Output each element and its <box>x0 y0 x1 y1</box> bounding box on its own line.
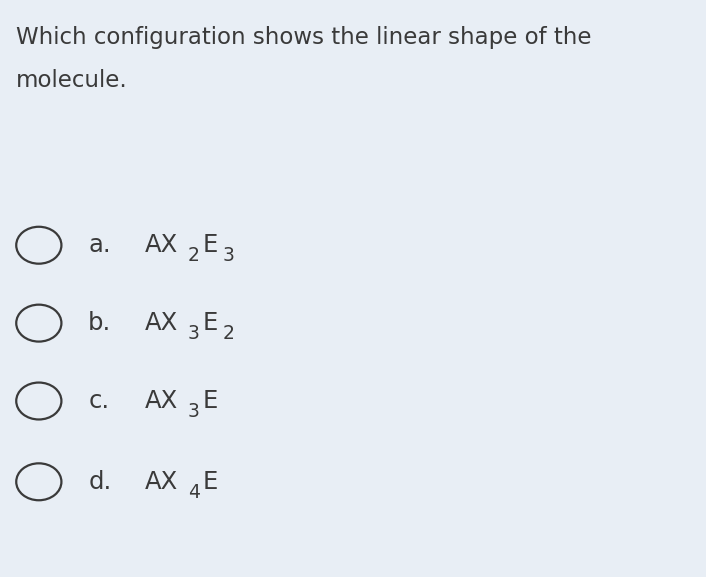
Text: E: E <box>203 311 218 335</box>
Text: E: E <box>203 389 218 413</box>
Text: AX: AX <box>145 311 178 335</box>
Text: AX: AX <box>145 233 178 257</box>
Text: c.: c. <box>88 389 109 413</box>
Text: molecule.: molecule. <box>16 69 127 92</box>
Text: Which configuration shows the linear shape of the: Which configuration shows the linear sha… <box>16 26 591 49</box>
Text: AX: AX <box>145 389 178 413</box>
Text: 3: 3 <box>222 246 234 265</box>
Text: b.: b. <box>88 311 112 335</box>
Text: d.: d. <box>88 470 112 494</box>
Text: 2: 2 <box>222 324 234 343</box>
Text: 2: 2 <box>188 246 200 265</box>
Text: AX: AX <box>145 470 178 494</box>
Text: 3: 3 <box>188 324 200 343</box>
Text: E: E <box>203 233 218 257</box>
Text: a.: a. <box>88 233 111 257</box>
Text: 4: 4 <box>188 483 200 501</box>
Text: 3: 3 <box>188 402 200 421</box>
Text: E: E <box>203 470 218 494</box>
